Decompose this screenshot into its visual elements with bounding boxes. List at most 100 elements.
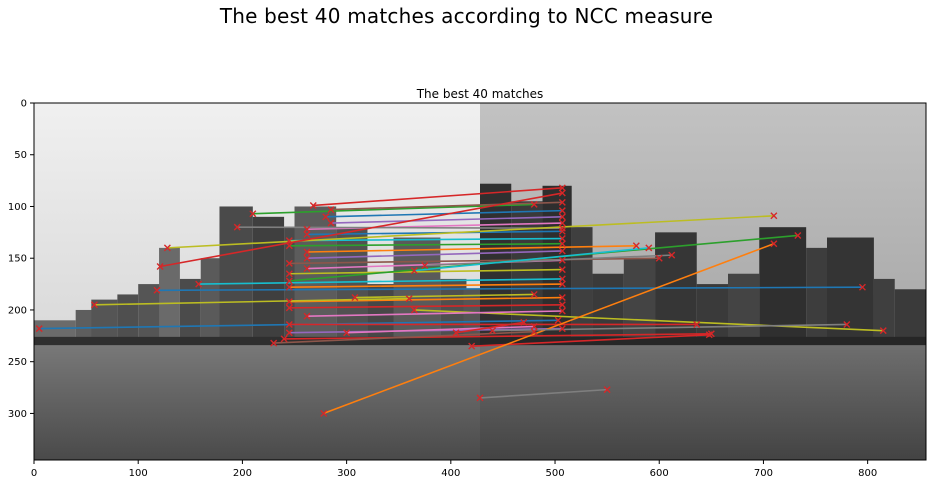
match-line [313,187,563,207]
match-point-marker [322,213,330,221]
match-point-marker [794,231,802,239]
x-tick-label: 600 [650,468,669,479]
y-tick-label: 200 [8,305,27,316]
left-shoreline [34,336,480,346]
match-point-marker [530,200,538,208]
match-point-marker [270,339,278,347]
match-line [284,332,712,340]
match-line [424,254,672,267]
match-line [471,333,710,347]
match-line [414,309,884,332]
match-point-marker [603,386,611,394]
match-markers [35,184,887,417]
match-point-marker [879,327,887,335]
match-point-marker [156,263,164,270]
match-point-marker [668,251,676,259]
match-point-marker [285,304,293,312]
x-tick-label: 200 [233,468,252,479]
left-building [393,237,441,344]
y-axis: 0 50 100 150 200 250 300 [8,99,34,420]
match-point-marker [195,280,203,288]
match-point-marker [476,394,484,402]
match-line [289,237,563,242]
match-line [198,278,563,285]
match-point-marker [285,283,293,291]
left-water [34,341,480,460]
match-point-marker [558,207,566,215]
match-point-marker [655,254,663,262]
x-tick-label: 800 [858,468,877,479]
match-point-marker [558,247,566,255]
match-point-marker [558,301,566,309]
match-point-marker [468,342,476,350]
match-point-marker [163,244,171,252]
match-line [289,268,563,275]
match-line [307,245,637,253]
match-point-marker [843,320,851,328]
match-point-marker [309,201,317,209]
right-building [592,273,624,344]
match-point-marker [153,286,161,294]
right-building [511,201,543,344]
match-line [306,250,563,260]
match-point-marker [520,318,528,326]
match-point-marker [410,306,418,314]
match-point-marker [645,244,653,252]
match-point-marker [421,261,429,269]
match-line [414,247,649,272]
match-point-marker [285,237,293,245]
match-line [167,214,774,249]
x-tick-label: 100 [129,468,148,479]
match-point-marker [303,225,311,233]
y-tick-label: 100 [8,202,27,213]
match-line [330,216,563,224]
match-point-marker [558,266,566,274]
match-point-marker [285,329,293,337]
match-point-marker [530,328,538,336]
match-line [330,201,563,211]
left-building [219,206,253,344]
left-building [179,278,201,344]
match-point-marker [489,327,496,335]
right-building [873,278,895,344]
left-building [159,247,180,344]
match-point-marker [705,331,713,339]
match-point-marker [632,242,640,250]
match-line [346,325,535,334]
match-point-marker [410,267,418,275]
match-point-marker [327,206,335,214]
match-point-marker [285,298,293,306]
match-line [289,242,563,247]
left-building [200,258,222,344]
y-tick-label: 300 [8,409,27,420]
match-point-marker [90,301,98,309]
skyline-photo [34,103,926,460]
match-line [289,283,563,288]
match-line [159,192,563,268]
right-shoreline [480,336,926,346]
match-point-marker [558,219,566,227]
figure-title: The best 40 matches according to NCC mea… [219,4,714,28]
x-tick-label: 700 [754,468,773,479]
match-line [354,293,535,299]
left-building [75,309,97,344]
match-line [325,209,563,218]
match-point-marker [558,213,566,221]
match-point-marker [351,294,359,302]
axes-title: The best 40 matches [416,87,544,101]
right-building [827,237,874,344]
match-point-marker [558,198,566,206]
match-point-marker [558,280,566,288]
right-building [894,289,926,344]
match-point-marker [770,212,778,220]
match-line [273,330,535,344]
right-building [571,227,593,344]
match-line [323,242,775,415]
match-point-marker [558,256,566,264]
match-point-marker [452,329,460,337]
match-point-marker [558,325,566,333]
match-point-marker [693,320,701,328]
match-point-marker [558,189,566,197]
match-line [307,230,563,236]
